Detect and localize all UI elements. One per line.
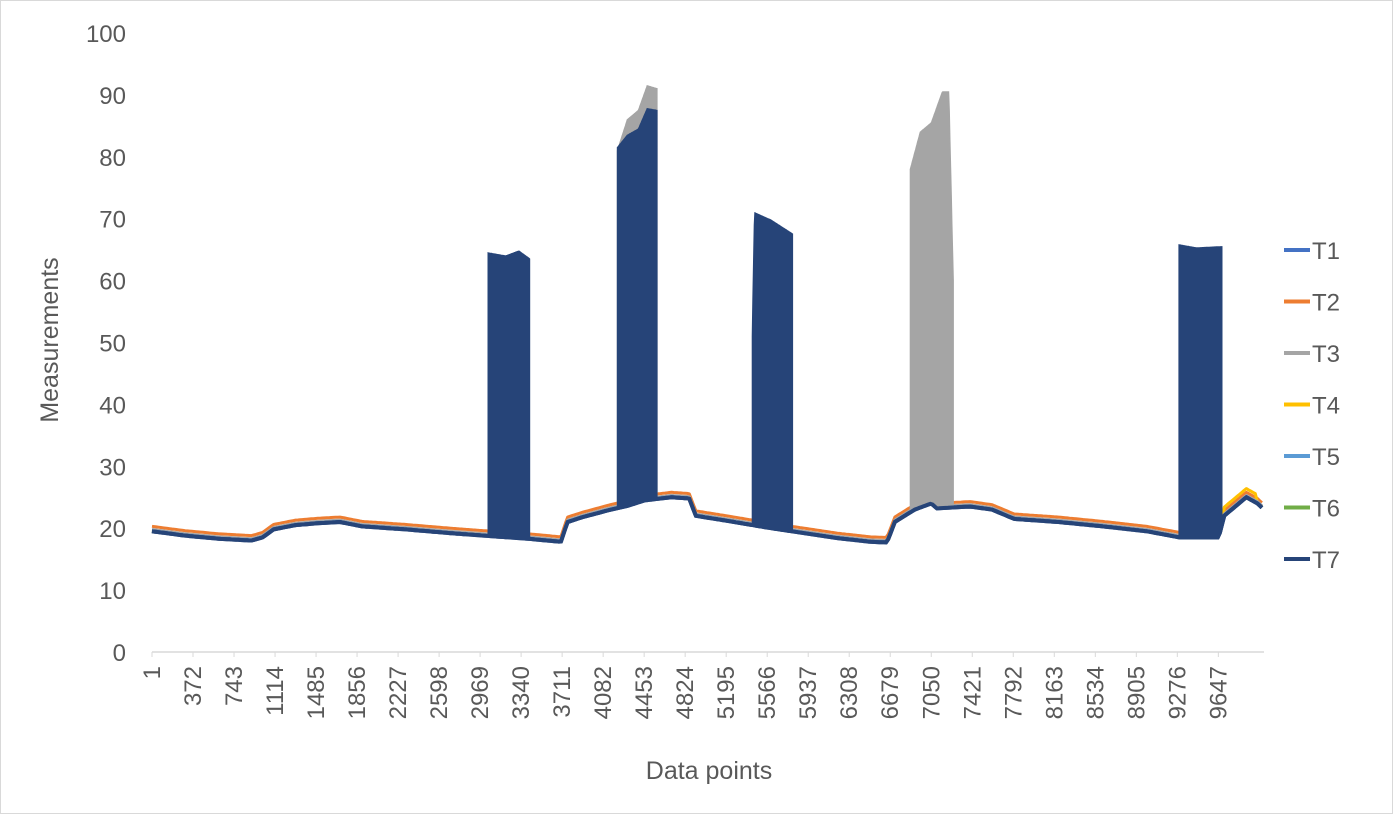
x-tick-label: 5195 (713, 666, 740, 719)
x-tick-label: 1114 (262, 666, 289, 716)
y-tick-label: 80 (99, 145, 126, 172)
x-tick-label: 8163 (1041, 666, 1068, 719)
x-axis-ticks: 1 372 743 1114 1485 1856 2227 2598 2969 3340 3711 4… (139, 652, 1232, 719)
x-tick-label: 3340 (508, 666, 535, 719)
plot-area (151, 487, 1264, 545)
x-tick-label: 1 (139, 666, 166, 679)
x-tick-label: 4824 (672, 666, 699, 719)
y-tick-label: 60 (99, 269, 126, 296)
x-tick-label: 5566 (754, 666, 781, 719)
x-tick-label: 2227 (385, 666, 412, 719)
legend-item-t3: T3 (1284, 341, 1340, 368)
x-tick-label: 9276 (1164, 666, 1191, 719)
legend-label: T3 (1312, 341, 1340, 368)
x-tick-label: 1485 (303, 666, 330, 719)
x-tick-label: 2598 (426, 666, 453, 719)
legend-item-t4: T4 (1284, 393, 1340, 420)
spike-band-t7 (616, 107, 658, 509)
spike-bands (151, 84, 1264, 545)
x-tick-label: 8534 (1082, 666, 1109, 719)
x-tick-label: 1856 (344, 666, 371, 719)
legend-label: T2 (1312, 290, 1340, 317)
legend-label: T1 (1312, 238, 1340, 265)
x-tick-label: 6679 (877, 666, 904, 719)
legend-item-t1: T1 (1284, 238, 1340, 265)
x-tick-label: 8905 (1123, 666, 1150, 719)
y-tick-label: 10 (99, 578, 126, 605)
legend-item-t2: T2 (1284, 290, 1340, 317)
legend-label: T7 (1312, 547, 1340, 574)
y-tick-label: 50 (99, 331, 126, 358)
x-tick-label: 372 (180, 666, 207, 706)
y-tick-label: 90 (99, 83, 126, 110)
legend-item-t5: T5 (1284, 444, 1340, 471)
y-tick-label: 30 (99, 454, 126, 481)
y-tick-label: 100 (86, 21, 126, 48)
x-axis-title: Data points (646, 757, 772, 785)
x-tick-label: 7792 (1000, 666, 1027, 719)
legend-label: T5 (1312, 444, 1340, 471)
y-tick-label: 0 (113, 640, 126, 667)
legend: T1 T2 T3 T4 T5 T6 T7 (1284, 238, 1340, 574)
x-tick-label: 9647 (1205, 666, 1232, 719)
x-tick-label: 4453 (631, 666, 658, 719)
spike-band-t7 (487, 250, 531, 540)
legend-item-t6: T6 (1284, 496, 1340, 523)
spike-band-t3 (909, 91, 954, 514)
x-tick-label: 2969 (467, 666, 494, 719)
y-tick-label: 70 (99, 207, 126, 234)
y-tick-label: 40 (99, 392, 126, 419)
x-tick-label: 6308 (836, 666, 863, 719)
legend-label: T6 (1312, 496, 1340, 523)
x-tick-label: 5937 (795, 666, 822, 719)
legend-item-t7: T7 (1284, 547, 1340, 574)
y-axis-ticks: 0 10 20 30 40 50 60 70 80 90 100 (86, 21, 126, 667)
y-axis-title: Measurements (36, 257, 64, 422)
x-tick-label: 743 (221, 666, 248, 706)
y-tick-label: 20 (99, 516, 126, 543)
x-tick-label: 3711 (549, 666, 576, 718)
x-tick-label: 7050 (918, 666, 945, 719)
spike-band-t7 (1178, 244, 1223, 538)
legend-label: T4 (1312, 393, 1340, 420)
series-line-t2 (151, 490, 1263, 539)
x-tick-label: 4082 (590, 666, 617, 719)
series-line-t7-top (151, 494, 1264, 545)
x-tick-label: 7421 (959, 666, 986, 719)
spike-band-t7 (751, 211, 794, 532)
